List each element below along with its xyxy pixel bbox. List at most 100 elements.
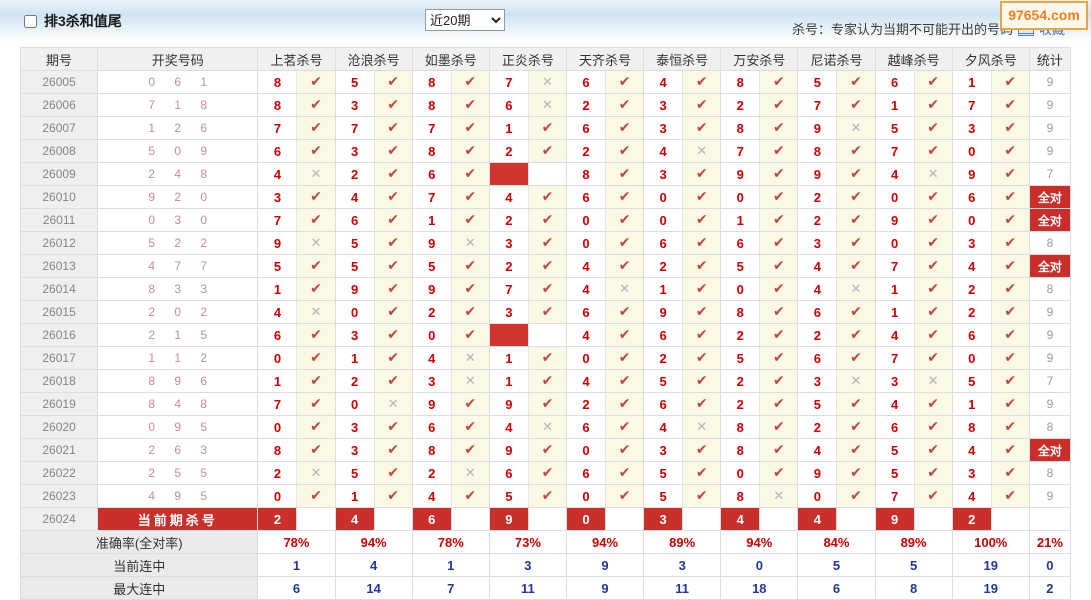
check-icon: ✔ bbox=[850, 73, 862, 89]
kill-number-cell: 6 bbox=[874, 70, 915, 94]
mark-cell: ✔ bbox=[913, 438, 953, 462]
mark-cell: ✔ bbox=[913, 392, 953, 416]
check-icon: ✔ bbox=[927, 464, 939, 480]
kill-number-cell: 0 bbox=[565, 484, 607, 508]
mark-cell: ✕ bbox=[682, 139, 722, 163]
kill-number-note: 杀号：专家认为当期不可能开出的号码 bbox=[791, 22, 1013, 37]
kill-number-cell: 5 bbox=[334, 254, 375, 278]
table-row: 26006 7 1 8 8 ✔ 3 ✔ 8 ✔ 6 ✕ 2 ✔ 3 ✔ 2 ✔ 7 ✔ 1 ✔ 7 ✔ 9 bbox=[19, 93, 1072, 117]
mark-cell: ✔ bbox=[450, 415, 490, 439]
check-icon: ✔ bbox=[695, 464, 708, 480]
kill-number-cell: 2 bbox=[411, 300, 452, 324]
kill-number-cell: 8 bbox=[257, 70, 298, 94]
stat-cell: 全对 bbox=[1028, 185, 1072, 209]
kill-number-cell: 2 bbox=[643, 254, 684, 278]
kill-number-cell: 8 bbox=[257, 438, 298, 462]
period-cell: 26017 bbox=[19, 346, 99, 370]
mark-cell: ✔ bbox=[605, 392, 645, 416]
summary-value: 89% bbox=[643, 530, 722, 554]
mark-cell: ✔ bbox=[450, 208, 490, 232]
current-period-label: 当前期杀号 bbox=[97, 507, 259, 531]
kill-number-cell: 4 bbox=[797, 438, 838, 462]
mark-cell: ✔ bbox=[913, 484, 953, 508]
kill-number-cell: 5 bbox=[334, 231, 375, 255]
mark-cell: ✔ bbox=[373, 162, 413, 186]
kill-number-cell: 3 bbox=[797, 231, 838, 255]
mark-cell: ✔ bbox=[527, 116, 567, 140]
kill-number-cell: 7 bbox=[411, 116, 452, 140]
mark-cell: ✔ bbox=[913, 231, 953, 255]
check-icon: ✔ bbox=[772, 326, 785, 342]
mark-cell bbox=[527, 323, 567, 347]
kill-number-cell: 3 bbox=[334, 93, 375, 117]
mark-cell: ✔ bbox=[605, 254, 645, 278]
kill-number-cell: 4 bbox=[411, 484, 452, 508]
mark-cell: ✔ bbox=[682, 323, 722, 347]
mark-cell: ✔ bbox=[605, 70, 645, 94]
kill-number-cell: 9 bbox=[797, 461, 838, 485]
check-icon: ✔ bbox=[1004, 395, 1017, 411]
period-cell: 26010 bbox=[19, 185, 99, 209]
kill-number-cell: 0 bbox=[720, 277, 761, 301]
mark-cell: ✔ bbox=[296, 438, 336, 462]
stat-cell: 9 bbox=[1028, 346, 1072, 370]
kill-number-cell: 0 bbox=[874, 185, 915, 209]
kill-number-cell: 8 bbox=[797, 139, 838, 163]
column-header-expert: 天齐杀号 bbox=[565, 47, 645, 71]
check-icon: ✔ bbox=[695, 211, 708, 227]
check-icon: ✔ bbox=[1004, 119, 1017, 135]
cross-icon: ✕ bbox=[541, 419, 553, 434]
kill-number-cell: 2 bbox=[720, 93, 761, 117]
summary-value: 73% bbox=[488, 530, 567, 554]
mark-cell: ✔ bbox=[296, 93, 336, 117]
kill-number-cell: 7 bbox=[874, 346, 915, 370]
cross-icon: ✕ bbox=[696, 419, 708, 434]
mark-cell: ✔ bbox=[990, 116, 1030, 140]
chart-select-checkbox[interactable] bbox=[24, 14, 37, 28]
period-range-select[interactable]: 近20期 bbox=[425, 9, 505, 31]
check-icon: ✔ bbox=[1004, 464, 1017, 480]
kill-number-cell: 5 bbox=[488, 484, 529, 508]
column-header-expert: 尼诺杀号 bbox=[797, 47, 876, 71]
mark-cell: ✔ bbox=[373, 70, 413, 94]
mark-cell: ✔ bbox=[682, 254, 722, 278]
table-row: 26007 1 2 6 7 ✔ 7 ✔ 7 ✔ 1 ✔ 6 ✔ 3 ✔ 8 ✔ 9 ✕ 5 ✔ 3 ✔ 9 bbox=[19, 116, 1072, 140]
kill-number-cell bbox=[488, 323, 529, 347]
kill-number-cell: 6 bbox=[565, 116, 607, 140]
mark-cell: ✔ bbox=[527, 438, 567, 462]
summary-value: 2 bbox=[1028, 576, 1072, 600]
mark-cell: ✔ bbox=[990, 231, 1030, 255]
mark-cell: ✔ bbox=[913, 70, 953, 94]
kill-number-cell: 6 bbox=[797, 346, 838, 370]
check-icon: ✔ bbox=[927, 142, 939, 158]
mark-cell: ✕ bbox=[527, 70, 567, 94]
kill-number-cell: 5 bbox=[643, 484, 684, 508]
mark-cell: ✔ bbox=[836, 438, 876, 462]
mark-cell: ✔ bbox=[296, 70, 336, 94]
check-icon: ✔ bbox=[927, 349, 939, 365]
mark-cell: ✔ bbox=[913, 139, 953, 163]
current-kill-number-cell: 6 bbox=[411, 507, 452, 531]
mark-cell bbox=[527, 507, 567, 531]
kill-number-cell: 7 bbox=[488, 70, 529, 94]
summary-value: 14 bbox=[334, 576, 413, 600]
site-watermark[interactable]: 97654.com bbox=[1000, 1, 1088, 30]
check-icon: ✔ bbox=[541, 487, 554, 503]
check-icon: ✔ bbox=[464, 119, 477, 135]
table-row: 26013 4 7 7 5 ✔ 5 ✔ 5 ✔ 2 ✔ 4 ✔ 2 ✔ 5 ✔ 4 ✔ 7 ✔ 4 ✔ 全对 bbox=[19, 254, 1072, 278]
period-cell: 26020 bbox=[19, 415, 99, 439]
summary-label: 准确率(全对率) bbox=[19, 530, 259, 554]
mark-cell: ✔ bbox=[605, 323, 645, 347]
mark-cell: ✔ bbox=[373, 415, 413, 439]
cross-icon: ✕ bbox=[464, 235, 476, 250]
check-icon: ✔ bbox=[1004, 257, 1017, 273]
check-icon: ✔ bbox=[927, 211, 939, 227]
kill-number-cell: 3 bbox=[488, 300, 529, 324]
check-icon: ✔ bbox=[618, 73, 631, 89]
column-header-expert: 越峰杀号 bbox=[874, 47, 953, 71]
mark-cell: ✔ bbox=[296, 323, 336, 347]
kill-number-cell: 4 bbox=[411, 346, 452, 370]
mark-cell: ✔ bbox=[682, 300, 722, 324]
check-icon: ✔ bbox=[464, 96, 477, 112]
kill-number-cell: 5 bbox=[334, 461, 375, 485]
